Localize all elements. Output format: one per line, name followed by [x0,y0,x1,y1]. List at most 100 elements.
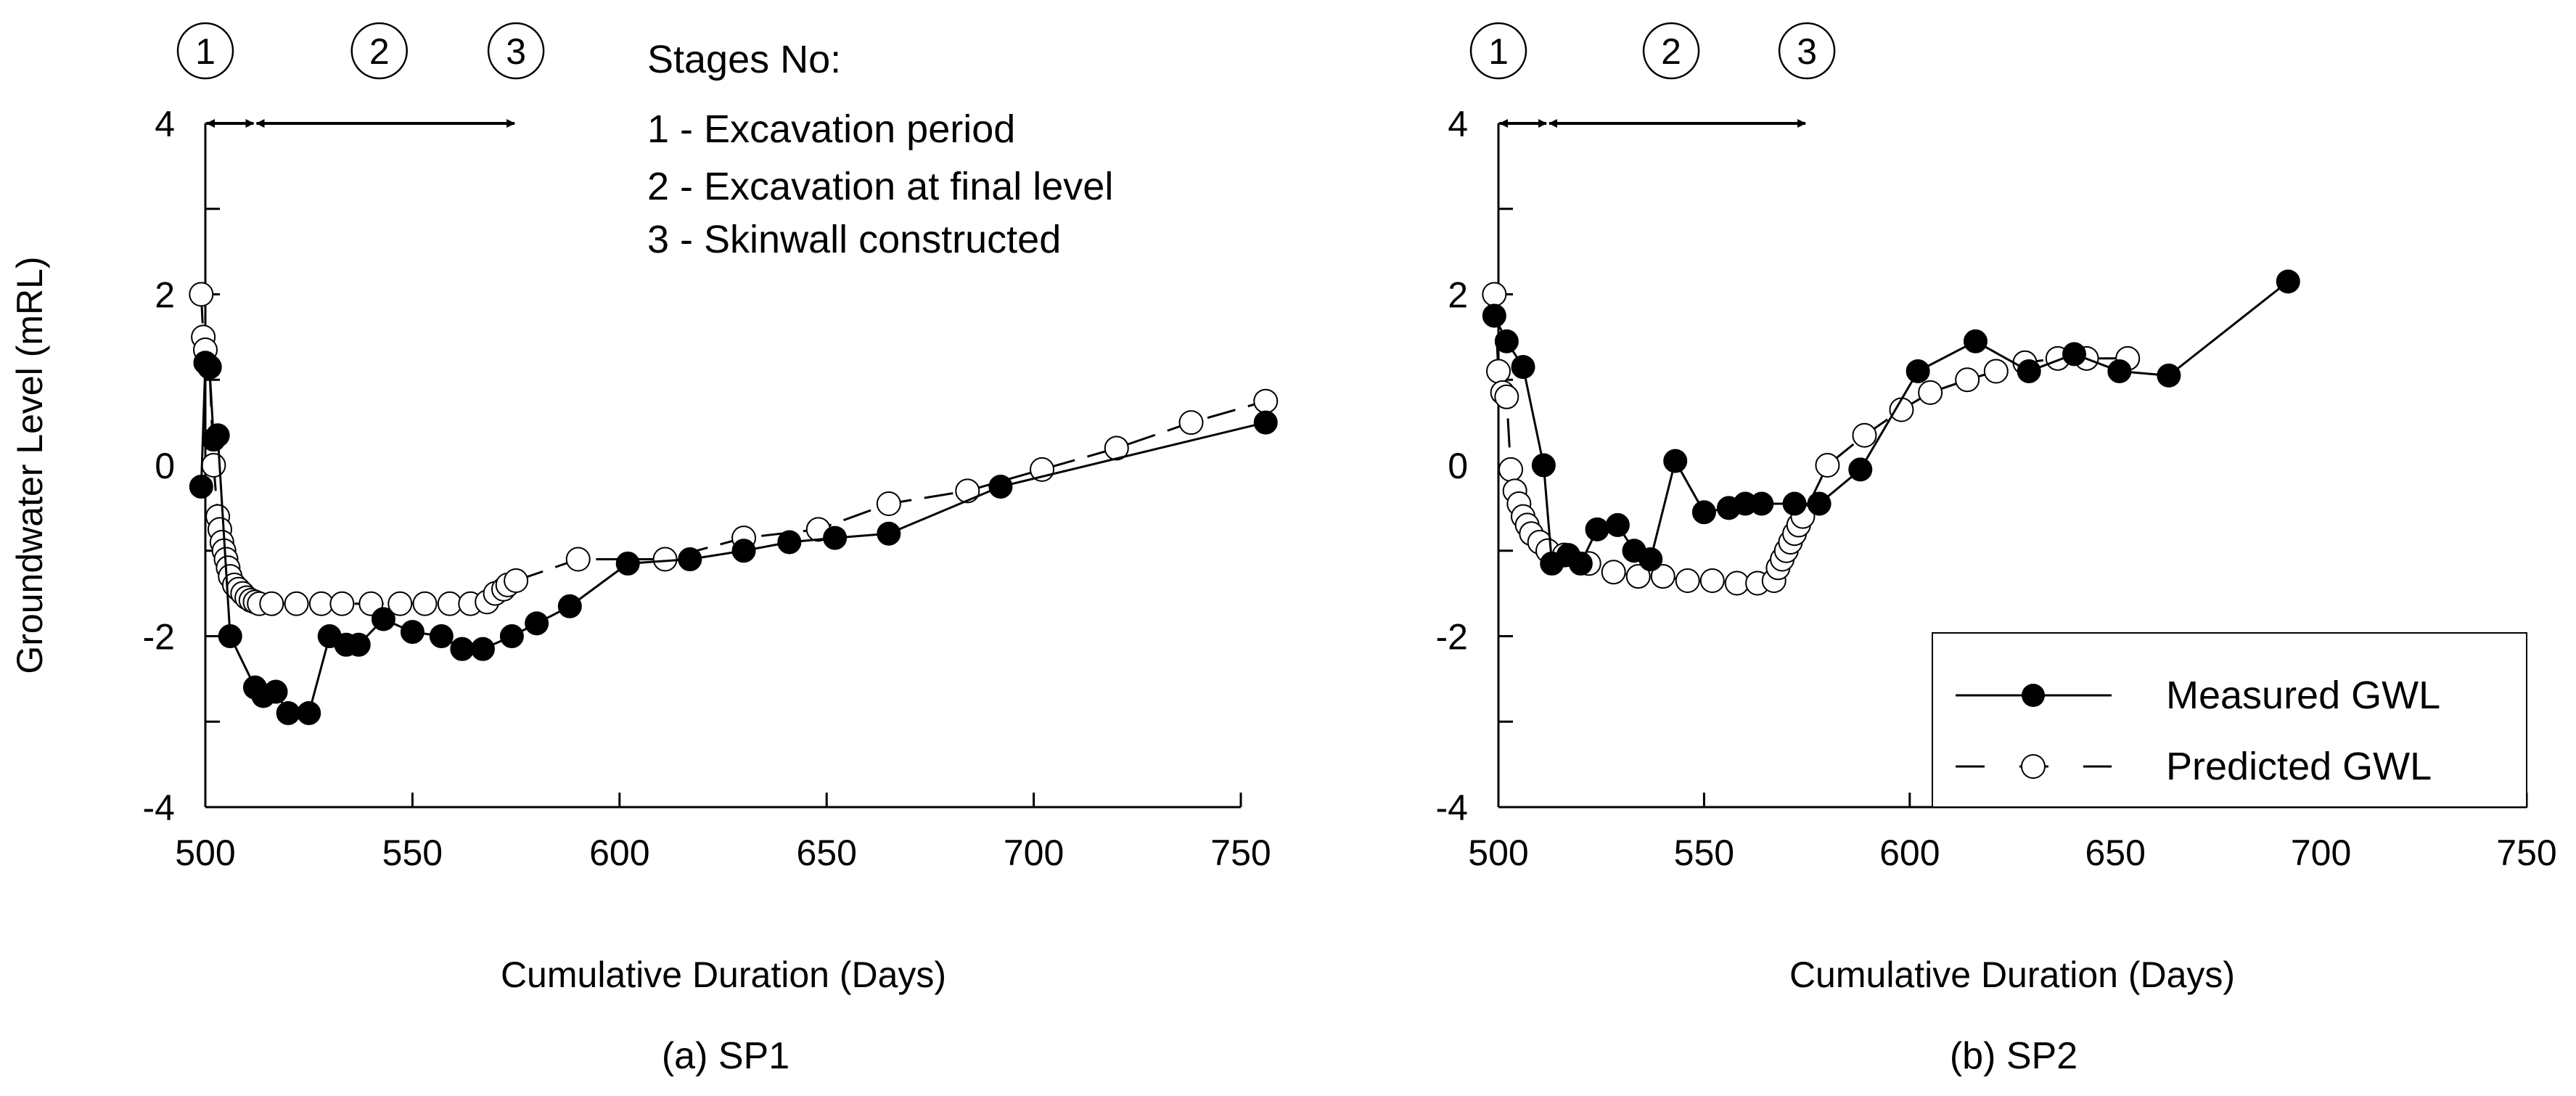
predicted-gwl-point [412,591,438,616]
measured-gwl-point [1531,453,1556,478]
y-tick-label: 4 [1448,104,1468,144]
predicted-gwl-point [565,547,591,572]
measured-gwl-point [615,551,640,576]
predicted-gwl-point [1625,564,1651,589]
predicted-gwl-point [189,282,214,307]
measured-gwl-point [429,624,454,648]
measured-gwl-point [297,700,321,725]
measured-gwl-point [400,620,424,645]
y-tick-label: -2 [143,617,175,658]
measured-gwl-point [2157,363,2181,388]
legend-predicted-label: Predicted GWL [2166,745,2432,788]
predicted-gwl-point [1178,410,1204,435]
measured-gwl-point [1848,457,1873,482]
predicted-gwl-point [1253,388,1279,414]
x-tick-label: 700 [2291,833,2351,873]
y-tick-label: -4 [143,788,175,828]
measured-gwl-point [276,700,300,725]
y-tick-label: -2 [1436,617,1468,658]
measured-gwl-point [1782,491,1807,516]
stages-line-2: 2 - Excavation at final level [647,165,1113,208]
x-axis-label: Cumulative Duration (Days) [1789,954,2235,995]
measured-gwl-point [1482,303,1506,328]
predicted-gwl-point [1104,435,1129,461]
measured-gwl-point [2062,342,2087,367]
predicted-gwl-point [1724,571,1750,596]
legend-measured-label: Measured GWL [2166,674,2440,717]
y-tick-label: 0 [1448,446,1468,486]
measured-gwl-point [2276,269,2300,294]
measured-gwl-point [525,611,549,636]
measured-gwl-point [777,530,802,555]
measured-gwl-point [2017,359,2041,383]
predicted-gwl-point [1699,568,1725,593]
stage-markers: 1 2 3 [1469,22,1836,80]
measured-gwl-point [1585,517,1609,541]
x-tick-label: 600 [589,833,649,873]
predicted-gwl-point [1852,422,1877,448]
panel-caption: (a) SP1 [662,1035,789,1077]
y-tick-label: 2 [1448,275,1468,316]
measured-gwl-point [263,679,288,704]
predicted-gwl-point [955,478,980,504]
measured-gwl-point [499,624,524,648]
predicted-gwl-point [1494,384,1519,409]
measured-gwl-point [1638,547,1663,572]
measured-gwl-point [1511,355,1535,380]
measured-gwl-point [1963,329,1988,353]
stage-marker-circle [1778,22,1836,80]
measured-gwl-point [1605,512,1630,537]
x-axis-label: Cumulative Duration (Days) [501,954,946,995]
x-tick-label: 750 [1210,833,1271,873]
y-tick-label: -4 [1436,788,1468,828]
stages-line-1: 1 - Excavation period [647,107,1015,151]
y-tick-label: 4 [155,104,175,144]
measured-gwl-point [1663,449,1688,473]
predicted-gwl-point [1983,359,2009,384]
x-tick-label: 550 [382,833,443,873]
stage-marker-circle [350,22,408,80]
predicted-gwl-point [308,591,334,616]
stage-marker-label: 2 [1661,31,1681,72]
stage-markers: 1 2 3 [176,22,545,80]
predicted-gwl-point [259,591,284,616]
measured-gwl-point [371,607,395,631]
predicted-gwl-point [504,568,529,593]
y-axis-label: Groundwater Level (mRL) [9,256,50,674]
measured-gwl-point [678,547,702,572]
measured-gwl-point [1750,491,1774,516]
predicted-gwl-point [387,591,413,616]
predicted-gwl-point [1482,282,1507,307]
legend-predicted-marker [2021,754,2046,779]
stage-marker-label: 1 [1488,31,1509,72]
x-tick-label: 650 [796,833,856,873]
measured-gwl-point [1494,329,1519,353]
predicted-gwl-point [284,591,309,616]
stage-marker-circle [487,22,545,80]
measured-gwl-point [557,594,582,618]
x-tick-label: 500 [1468,833,1528,873]
measured-gwl-point [1691,500,1716,525]
predicted-gwl-point [1650,564,1675,589]
stage-marker-circle [1642,22,1700,80]
x-tick-label: 500 [175,833,235,873]
measured-gwl-point [197,355,222,380]
predicted-gwl-point [1889,397,1914,422]
stages-title: Stages No: [647,38,841,81]
predicted-gwl-point [201,453,226,478]
measured-gwl-point [1807,491,1831,516]
stage-marker-label: 3 [506,31,526,72]
measured-gwl-point [823,525,848,550]
stage-marker-circle [176,22,234,80]
x-tick-label: 600 [1879,833,1940,873]
stages-line-3: 3 - Skinwall constructed [647,218,1061,261]
predicted-gwl-point [329,591,355,616]
measured-gwl-point [205,423,230,448]
predicted-gwl-point [1486,359,1511,384]
legend-measured-marker [2022,684,2045,707]
predicted-gwl-point [1675,568,1700,593]
measured-gwl-point [2107,359,2132,383]
